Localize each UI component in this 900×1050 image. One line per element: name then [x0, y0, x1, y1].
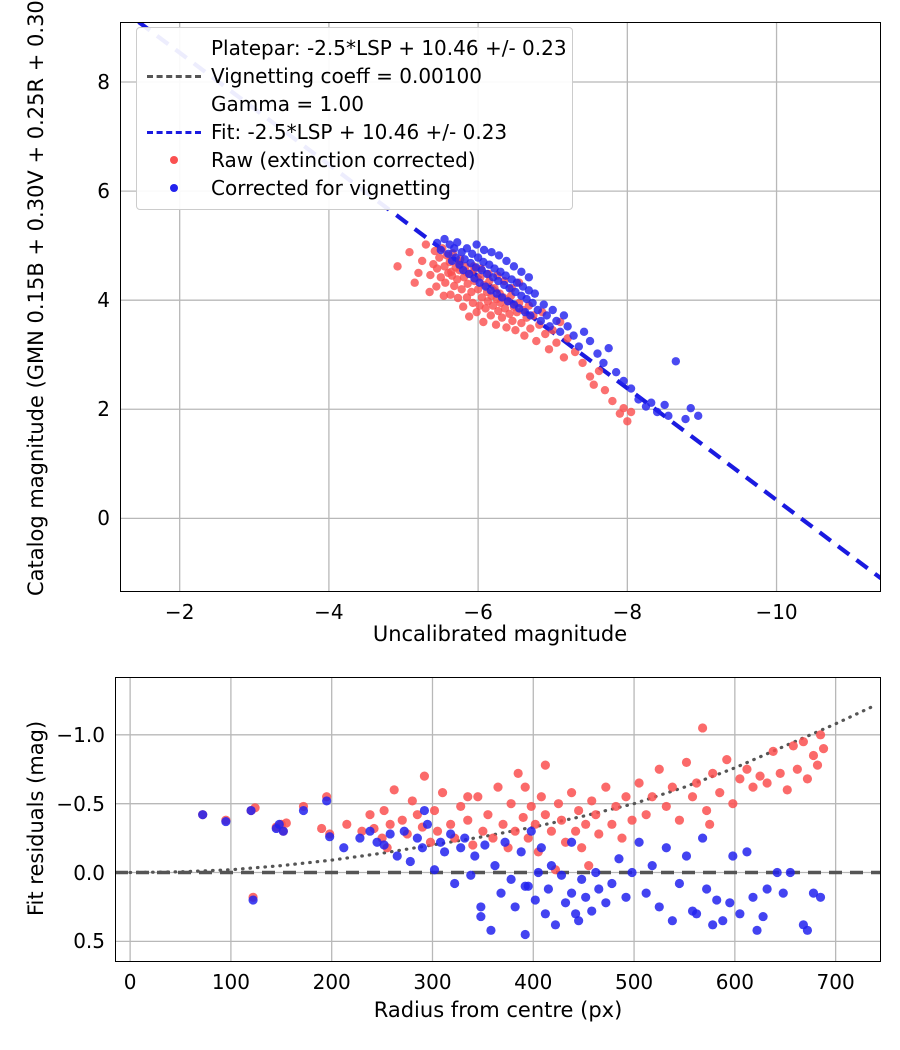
blue-dashed-line-icon — [145, 122, 203, 142]
dash-glyph — [147, 131, 201, 134]
photometry-series-corrected — [432, 234, 703, 424]
residuals-x-tick: 200 — [312, 970, 351, 994]
photometry-x-tick: −4 — [314, 600, 344, 624]
residuals-x-axis-title: Radius from centre (px) — [373, 998, 623, 1022]
photometry-y-tick: 4 — [97, 288, 110, 313]
photometry-y-tick: 2 — [97, 397, 110, 422]
dot-glyph — [170, 156, 178, 164]
red-dot-marker-icon — [145, 150, 203, 170]
residuals-x-tick: 700 — [816, 970, 855, 994]
empty-legend-handle — [145, 38, 203, 58]
residuals-vignetting-curve — [128, 705, 873, 875]
residuals-plot-canvas — [115, 677, 881, 962]
residuals-x-tick: 300 — [413, 970, 452, 994]
residuals-plot-axes — [115, 677, 881, 962]
legend-entry[interactable]: Platepar: -2.5*LSP + 10.46 +/- 0.23 — [145, 34, 567, 62]
legend-entry[interactable]: Raw (extinction corrected) — [145, 146, 562, 174]
legend-entry-label: Raw (extinction corrected) — [211, 148, 476, 172]
legend-entry-label: Vignetting coeff = 0.00100 — [211, 64, 482, 88]
residuals-x-tick: 600 — [715, 970, 754, 994]
photometry-y-tick: 8 — [97, 70, 110, 94]
residuals-y-tick: 0.5 — [73, 929, 105, 954]
gray-dashed-line-icon — [145, 66, 203, 86]
photometry-y-axis-title: Catalog magnitude (GMN 0.15B + 0.30V + 0… — [24, 0, 48, 596]
photometry-y-tick: 0 — [97, 506, 110, 531]
residuals-y-axis-title: Fit residuals (mag) — [24, 720, 48, 916]
residuals-x-tick: 100 — [211, 970, 250, 994]
residuals-x-tick: 0 — [123, 970, 137, 994]
residuals-x-tick: 500 — [614, 970, 654, 994]
legend-entry-label: Fit: -2.5*LSP + 10.46 +/- 0.23 — [211, 120, 508, 144]
legend-entry-label: Platepar: -2.5*LSP + 10.46 +/- 0.23 — [211, 36, 567, 60]
chart-legend[interactable]: Platepar: -2.5*LSP + 10.46 +/- 0.23 Vigne… — [136, 27, 573, 210]
legend-entry[interactable]: Corrected for vignetting — [145, 174, 562, 202]
photometry-x-tick: −2 — [164, 600, 195, 624]
photometry-y-tick: 6 — [97, 179, 110, 204]
residuals-series-raw — [198, 723, 829, 902]
dash-glyph — [147, 75, 201, 78]
photometry-x-tick: −8 — [612, 600, 643, 624]
legend-entry[interactable]: Vignetting coeff = 0.00100 — [145, 62, 562, 90]
blue-dot-marker-icon — [145, 178, 203, 198]
legend-entry-label: Corrected for vignetting — [211, 176, 451, 200]
photometry-x-tick: −6 — [463, 600, 493, 624]
dot-glyph — [170, 184, 178, 192]
legend-entry[interactable]: Fit: -2.5*LSP + 10.46 +/- 0.23 — [145, 118, 562, 146]
residuals-series-corrected — [198, 796, 826, 940]
residuals-y-tick: −0.5 — [56, 791, 105, 816]
photometry-x-tick: −10 — [755, 600, 798, 624]
legend-entry-label: Gamma = 1.00 — [211, 92, 364, 116]
empty-legend-handle — [145, 94, 203, 114]
photometry-x-axis-title: Uncalibrated magnitude — [372, 622, 628, 646]
residuals-x-tick: 400 — [514, 970, 553, 994]
residuals-y-tick: −1.0 — [56, 722, 105, 747]
legend-entry[interactable]: Gamma = 1.00 — [145, 90, 562, 118]
residuals-y-tick: 0.0 — [73, 860, 105, 885]
